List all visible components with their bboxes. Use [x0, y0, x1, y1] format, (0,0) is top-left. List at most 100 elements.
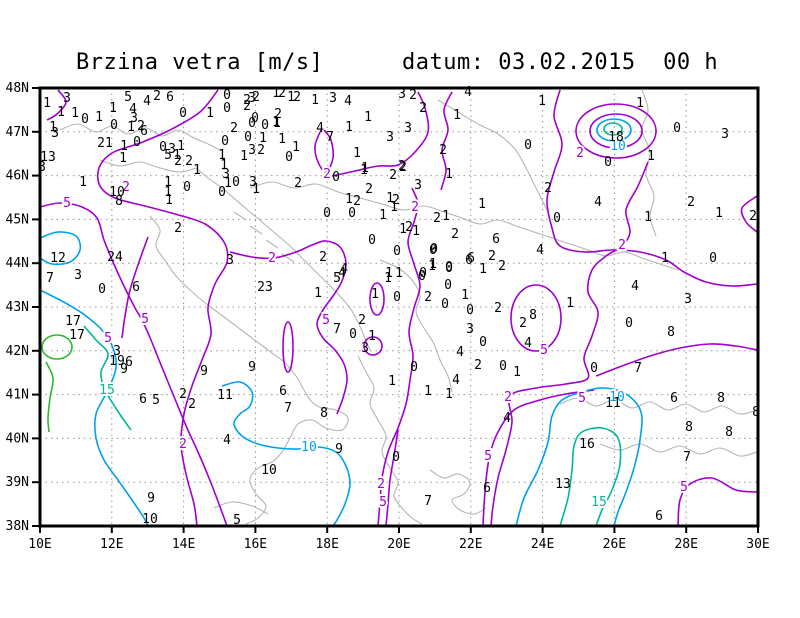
station-value: 4 — [536, 243, 544, 258]
coastline — [559, 397, 758, 415]
station-value: 2 — [498, 259, 506, 274]
station-value: 7 — [634, 361, 642, 376]
station-value: 6 — [492, 232, 500, 247]
station-value: 3 — [329, 91, 337, 106]
station-value: 3 — [222, 167, 230, 182]
station-value: 6 — [279, 384, 287, 399]
contour-label: 5 — [379, 495, 387, 510]
axis-label: 30E — [746, 537, 769, 552]
station-value: 6 — [125, 355, 133, 370]
station-value: 5 — [124, 90, 132, 105]
station-value: 18 — [608, 130, 624, 145]
station-value: 0 — [393, 244, 401, 259]
station-value: 17 — [65, 314, 81, 329]
station-value: 1 — [424, 384, 432, 399]
station-value: 9 — [120, 362, 128, 377]
station-value: 0 — [98, 282, 106, 297]
station-value: 1 — [177, 139, 185, 154]
contour-line — [677, 477, 758, 526]
station-value: 1 — [252, 182, 260, 197]
station-value: 23 — [257, 280, 273, 295]
station-value: 9 — [248, 360, 256, 375]
chart-title: Brzina vetra [m/s] — [76, 50, 324, 75]
contour-line — [369, 282, 385, 316]
station-value: 3 — [684, 292, 692, 307]
contour-label: 5 — [484, 449, 492, 464]
station-value: 2 — [353, 194, 361, 209]
station-value: 0 — [419, 266, 427, 281]
station-value: 1 — [345, 120, 353, 135]
station-value: 1 — [119, 151, 127, 166]
station-value: 2 — [433, 211, 441, 226]
station-value: 0 — [323, 206, 331, 221]
station-value: 5 — [233, 513, 241, 528]
station-value: 2 — [257, 143, 265, 158]
station-value: 1 — [399, 222, 407, 237]
contour-line — [40, 289, 149, 526]
station-value: 2 — [474, 358, 482, 373]
contour-line — [596, 118, 632, 142]
chart-date-label: datum: 03.02.2015 00 h — [402, 50, 719, 75]
contour-line — [490, 161, 649, 526]
station-value: 1 — [478, 197, 486, 212]
station-value: 2 — [399, 160, 407, 175]
station-value: 1 — [479, 262, 487, 277]
station-value: 1 — [353, 146, 361, 161]
contour-line — [83, 325, 132, 431]
coastline — [59, 123, 221, 151]
station-value: 0 — [444, 278, 452, 293]
station-value: 4 — [452, 373, 460, 388]
station-value: 0 — [223, 88, 231, 103]
station-value: 2 — [179, 387, 187, 402]
station-value: 6 — [465, 253, 473, 268]
station-value: 12 — [50, 251, 66, 266]
station-value: 2 — [439, 143, 447, 158]
contour-label: 15 — [591, 495, 607, 510]
station-value: 1 — [445, 167, 453, 182]
station-value: 1 — [428, 259, 436, 274]
station-value: 4 — [344, 94, 352, 109]
station-value: 2 — [687, 195, 695, 210]
station-value: 1 — [412, 224, 420, 239]
contour-line — [740, 195, 758, 233]
station-value: 1 — [273, 116, 281, 131]
station-value: 0 — [430, 242, 438, 257]
station-value: 3 — [361, 341, 369, 356]
station-value: 3 — [226, 253, 234, 268]
contour-label: 2 — [411, 200, 419, 215]
station-value: 1 — [127, 120, 135, 135]
station-value: 1 — [43, 96, 51, 111]
station-value: 7 — [333, 322, 341, 337]
station-value: 2 — [137, 119, 145, 134]
station-value: 0 — [244, 130, 252, 145]
contour-line — [314, 129, 335, 173]
coastline — [99, 159, 197, 173]
station-value: 21 — [97, 136, 113, 151]
axis-label: 20E — [387, 537, 410, 552]
station-value: 0 — [179, 106, 187, 121]
station-value: 4 — [456, 345, 464, 360]
station-value: 8 — [529, 308, 537, 323]
station-value: 3 — [38, 160, 46, 175]
coastline — [233, 211, 247, 221]
station-value: 1 — [384, 271, 392, 286]
station-value: 7 — [326, 130, 334, 145]
contour-line — [46, 89, 67, 121]
station-value: 4 — [594, 195, 602, 210]
station-value: 4 — [143, 94, 151, 109]
station-value: 1 — [259, 131, 267, 146]
station-value: 2 — [174, 221, 182, 236]
grid-layer — [40, 88, 758, 526]
coastline — [357, 355, 423, 525]
station-value: 1 — [164, 185, 172, 200]
station-value: 1 — [224, 176, 232, 191]
station-value: 1 — [272, 115, 280, 130]
station-value: 2 — [392, 193, 400, 208]
axis-label: 10E — [28, 537, 51, 552]
axis-label: 39N — [6, 475, 29, 490]
station-value: 4 — [503, 411, 511, 426]
station-value: 6 — [483, 481, 491, 496]
